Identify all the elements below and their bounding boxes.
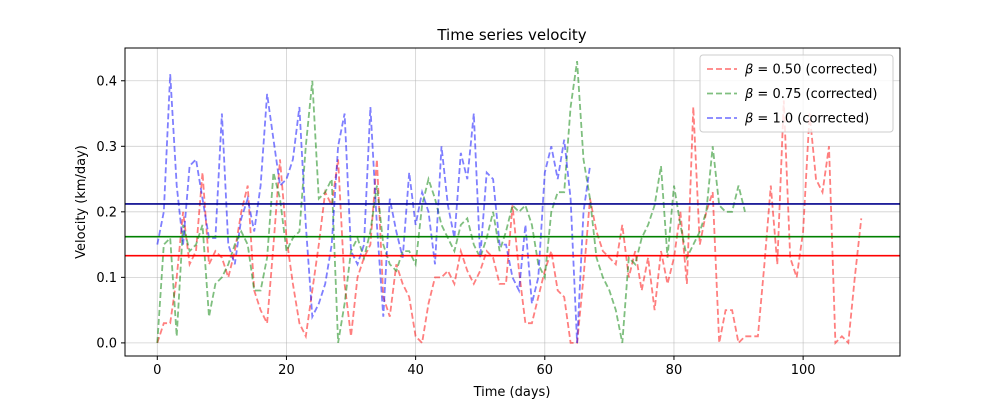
legend: β = 0.50 (corrected) β = 0.75 (corrected)… — [699, 54, 894, 133]
y-tick-label: 0.4 — [96, 74, 117, 89]
plot-frame — [124, 47, 901, 357]
legend-label-1: β = 0.50 (corrected) — [744, 63, 877, 78]
y-tick-label: 0.3 — [96, 140, 117, 155]
x-tick-label: 20 — [278, 363, 295, 378]
x-tick-label: 0 — [153, 363, 161, 378]
x-axis-label: Time (days) — [473, 385, 551, 400]
y-tick-label: 0.2 — [96, 205, 117, 220]
x-tick-label: 60 — [537, 363, 554, 378]
chart-title: Time series velocity — [436, 26, 586, 44]
reference-lines — [125, 203, 900, 257]
x-tick-label: 80 — [666, 363, 683, 378]
series-line-1 — [156, 100, 863, 346]
x-tick-label: 100 — [791, 363, 816, 378]
series-line-2 — [156, 60, 746, 344]
legend-box — [699, 54, 894, 133]
y-axis-ticks: 0.0 0.1 0.2 0.3 0.4 — [96, 74, 125, 351]
legend-label-3: β = 1.0 (corrected) — [744, 112, 869, 127]
y-tick-label: 0.1 — [96, 271, 117, 286]
series-lines — [156, 60, 863, 346]
legend-label-2: β = 0.75 (corrected) — [744, 87, 877, 102]
series-line-3 — [156, 74, 591, 343]
x-axis-ticks: 0 20 40 60 80 100 — [153, 356, 816, 378]
x-tick-label: 40 — [407, 363, 424, 378]
y-tick-label: 0.0 — [96, 336, 117, 351]
y-axis-label: Velocity (km/day) — [74, 145, 89, 259]
